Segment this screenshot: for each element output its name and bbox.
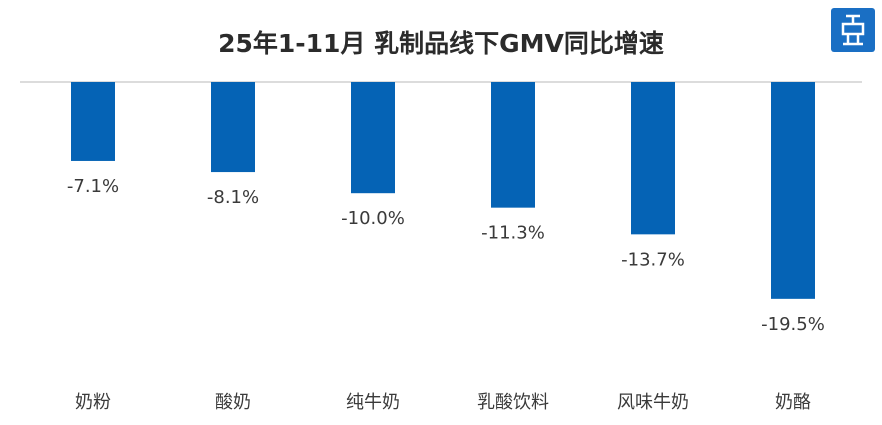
- x-tick-label: 酸奶: [215, 392, 251, 413]
- value-label: -8.1%: [207, 187, 259, 208]
- logo: [831, 8, 875, 52]
- value-label: -11.3%: [481, 223, 545, 244]
- bar: [631, 82, 675, 235]
- bar: [211, 82, 255, 173]
- x-tick-label: 奶酪: [775, 392, 811, 413]
- x-tick-label: 乳酸饮料: [477, 392, 549, 413]
- value-label: -10.0%: [341, 208, 405, 229]
- x-tick-label: 奶粉: [75, 392, 111, 413]
- value-label: -19.5%: [761, 314, 825, 335]
- x-tick-label: 风味牛奶: [617, 392, 689, 413]
- value-label: -13.7%: [621, 249, 685, 270]
- bar: [71, 82, 115, 161]
- bar: [491, 82, 535, 208]
- bar: [771, 82, 815, 299]
- chart-title: 25年1-11月 乳制品线下GMV同比增速: [218, 29, 664, 58]
- x-tick-label: 纯牛奶: [346, 392, 400, 413]
- bar: [351, 82, 395, 194]
- value-label: -7.1%: [67, 176, 119, 197]
